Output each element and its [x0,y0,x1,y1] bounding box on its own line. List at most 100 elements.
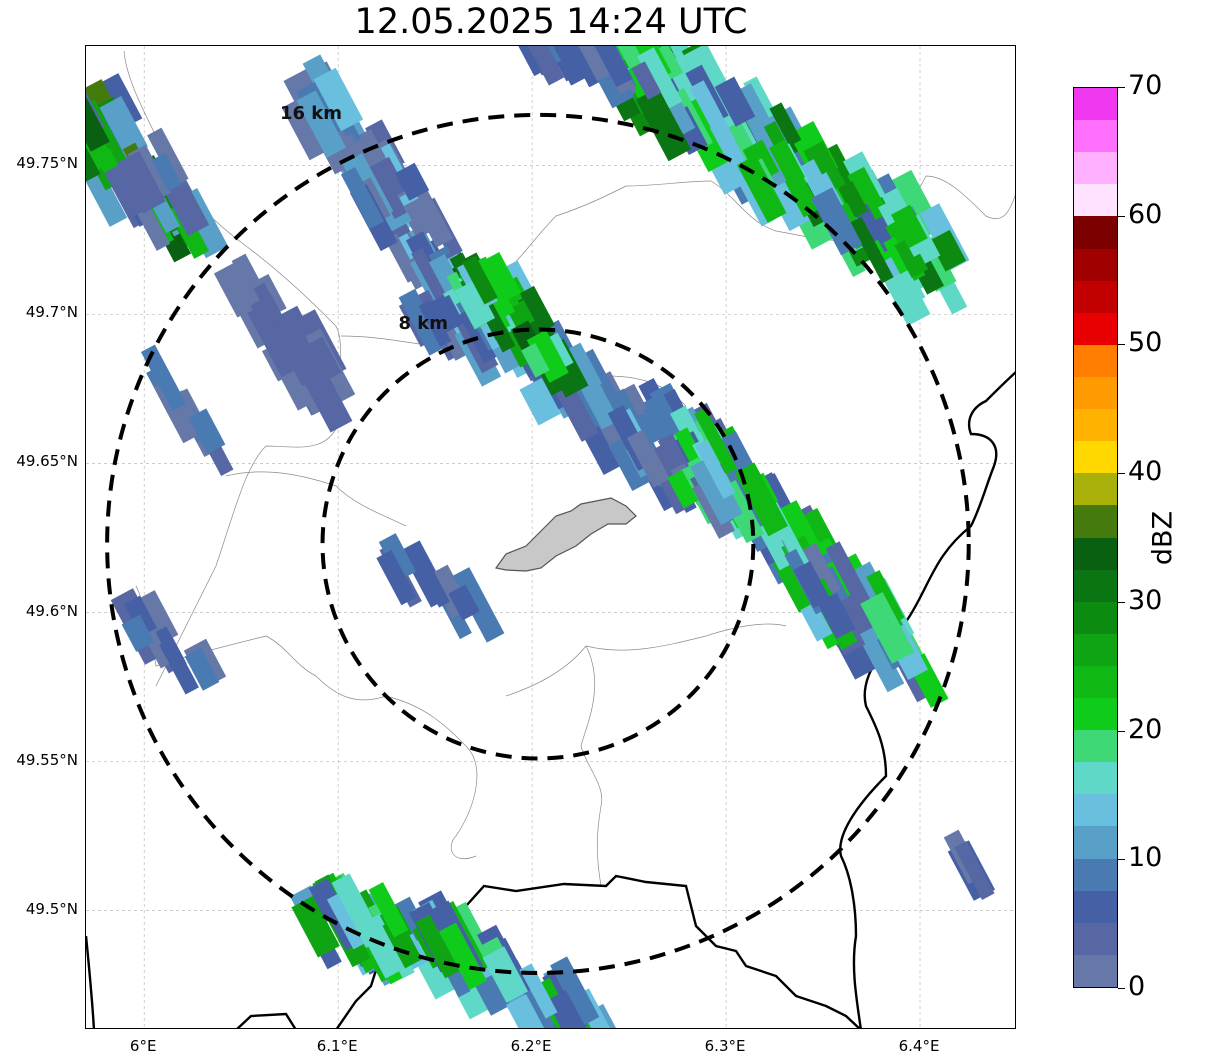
radar-echo-cell [860,591,915,664]
radar-echo-cell [519,377,561,426]
radar-echo-cell [86,76,110,152]
latitude-tick-label: 49.65°N [16,452,78,471]
colorbar-segment [1074,793,1117,827]
radar-echo-cell [803,140,846,195]
colorbar-tick-label: 30 [1128,584,1163,616]
radar-echo-cell [525,46,565,86]
radar-echo-cell [793,561,831,609]
radar-echo-cell [839,590,876,636]
radar-echo-cell [99,95,148,158]
radar-echo-cell [521,342,550,378]
colorbar-tick-label: 70 [1128,70,1163,101]
radar-echo-cell [546,990,599,1028]
colorbar-unit-label: dBZ [1147,510,1179,566]
radar-echo-cell [409,546,450,608]
radar-echo-cell [573,46,615,81]
radar-echo-cell [313,67,364,132]
ring-label-8km: 8 km [398,312,448,334]
radar-echo-cell [326,893,365,950]
radar-echo-cell [631,61,662,100]
radar-echo-cell [86,165,128,227]
radar-echo-cell [954,840,995,900]
radar-echo-cell [714,76,756,127]
colorbar-segment [1074,922,1117,955]
regional-boundary [580,645,603,887]
colorbar-segment [1074,601,1117,634]
radar-echo-cell [121,614,155,652]
radar-echo-cell [448,584,480,621]
range-ring [105,112,971,976]
radar-echo-cell [253,282,284,326]
radar-echo-cell [667,470,699,509]
radar-echo-cell [683,46,729,97]
national-border [236,1012,297,1028]
longitude-tick-label: 6°E [129,1037,157,1055]
ring-label-16km: 16 km [279,102,343,124]
radar-echo-cell [635,408,668,445]
radar-echo-cell [151,152,182,192]
colorbar-segment [1074,569,1117,602]
radar-echo-cell [368,882,409,938]
radar-echo-cell [86,113,101,187]
colorbar-tick [1118,988,1125,989]
radar-echo-cell [454,279,496,329]
radar-echo-cell [164,180,210,237]
regional-boundary [485,175,1015,292]
radar-echo-cell [847,166,892,229]
radar-echo-cell [428,294,465,334]
colorbar-segment [1074,504,1117,538]
radar-echo-cell [837,181,869,219]
radar-echo-cell [608,436,651,492]
city-outline [494,497,637,572]
radar-echo-cell [291,895,340,958]
radar-echo-cell [340,166,385,229]
radar-echo-cell [401,200,434,239]
radar-echo-cell [894,236,929,278]
radar-echo-cell [155,626,195,685]
radar-echo-cell [366,156,407,202]
radar-echo-cell [547,46,587,85]
radar-map-canvas [86,46,1015,1028]
radar-echo-cell [462,255,498,305]
colorbar-tick-label: 20 [1128,713,1163,745]
latitude-tick-label: 49.75°N [16,154,78,173]
radar-echo-cell [578,1027,617,1028]
radar-echo-cell [592,46,633,88]
radar-echo-cell [769,139,805,186]
colorbar-tick [1118,859,1125,861]
range-ring [320,327,756,761]
radar-echo-cell [482,946,529,1003]
radar-echo-cell [409,186,454,248]
radar-echo-cell [519,963,558,1019]
radar-echo-cell [883,236,912,275]
radar-echo-cell [378,533,417,581]
radar-echo-cell [810,187,863,256]
radar-echo-cell [247,304,298,378]
radar-echo-cell [690,455,743,526]
radar-echo-cell [394,162,430,201]
radar-echo-cell [376,550,417,606]
radar-echo-cell [116,151,166,214]
radar-echo-cell [184,647,220,691]
radar-echo-cell [296,90,347,158]
radar-echo-cell [281,96,331,161]
radar-echo-cell [884,269,931,326]
radar-echo-cell [331,873,385,948]
colorbar-segment [1074,825,1117,859]
colorbar-segment [1074,857,1117,891]
latitude-tick-label: 49.6°N [25,601,78,620]
radar-echo-cell [694,408,738,475]
colorbar-tick [1118,344,1125,346]
colorbar-segment [1074,280,1117,313]
latitude-tick-label: 49.5°N [25,899,78,918]
radar-echo-cell [891,204,928,249]
radar-echo-cell [695,439,736,499]
radar-echo-cell [817,592,856,640]
radar-map [85,45,1016,1029]
radar-echoes [86,46,996,1028]
colorbar-segment [1074,890,1117,923]
colorbar-segment [1074,215,1117,249]
colorbar-segment [1074,376,1117,410]
colorbar-segment [1074,88,1117,121]
latitude-tick-label: 49.7°N [25,303,78,322]
